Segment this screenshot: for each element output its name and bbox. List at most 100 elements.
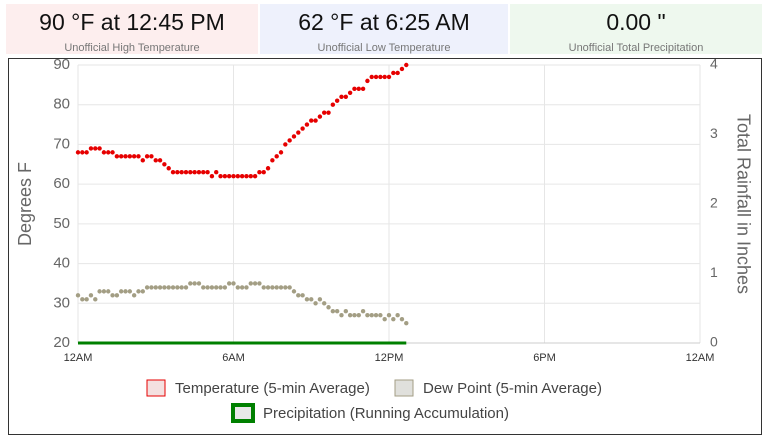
data-point xyxy=(261,170,266,175)
data-point xyxy=(166,285,171,290)
data-point xyxy=(334,98,340,103)
data-point xyxy=(239,174,245,179)
data-point xyxy=(270,285,275,290)
data-point xyxy=(296,130,301,135)
data-point xyxy=(157,285,163,290)
data-point xyxy=(88,146,94,151)
y-tick-label: 30 xyxy=(53,294,70,311)
data-point xyxy=(347,313,353,318)
data-point xyxy=(313,301,318,306)
x-tick-label: 6PM xyxy=(533,352,556,364)
x-tick-label: 6AM xyxy=(222,352,245,364)
data-point xyxy=(326,110,331,115)
data-point xyxy=(183,170,189,175)
data-point xyxy=(265,285,271,290)
y2-tick-label: 0 xyxy=(710,334,718,350)
data-point xyxy=(131,293,137,298)
data-point xyxy=(209,174,215,179)
data-point xyxy=(166,166,171,171)
data-point xyxy=(395,313,400,318)
data-point xyxy=(192,281,197,286)
data-point xyxy=(326,305,331,310)
stat-label: Unofficial Low Temperature xyxy=(317,42,451,54)
data-point xyxy=(201,170,206,175)
data-point xyxy=(365,313,370,318)
data-point xyxy=(140,158,145,163)
data-point xyxy=(278,285,284,290)
y2-tick-label: 3 xyxy=(710,125,718,141)
data-point xyxy=(322,110,327,115)
data-point xyxy=(244,285,249,290)
data-point xyxy=(209,285,215,290)
data-point xyxy=(317,297,323,302)
data-point xyxy=(369,313,374,318)
y-tick-label: 50 xyxy=(53,215,70,232)
data-point xyxy=(175,170,180,175)
data-point xyxy=(261,285,266,290)
y2-axis-title: Total Rainfall in Inches xyxy=(733,114,753,294)
data-point xyxy=(347,90,353,96)
data-point xyxy=(257,170,262,175)
data-point xyxy=(360,309,366,314)
y-tick-label: 90 xyxy=(53,56,70,73)
data-point xyxy=(179,285,184,290)
data-point xyxy=(101,150,107,155)
data-point xyxy=(93,297,98,302)
data-point xyxy=(239,285,245,290)
data-point xyxy=(110,293,115,298)
stat-value: 62 °F at 6:25 AM xyxy=(298,9,470,35)
data-point xyxy=(313,118,318,123)
data-point xyxy=(248,174,253,179)
data-point xyxy=(144,154,150,159)
data-point xyxy=(291,134,297,139)
data-point xyxy=(382,74,387,80)
data-point xyxy=(283,285,288,290)
y-tick-label: 20 xyxy=(53,334,70,351)
data-point xyxy=(88,293,94,298)
data-point xyxy=(80,297,85,302)
data-point xyxy=(214,170,219,175)
data-point xyxy=(291,289,297,294)
data-point xyxy=(214,285,219,290)
data-point xyxy=(205,285,210,290)
data-point xyxy=(369,74,374,80)
y-tick-label: 60 xyxy=(53,175,70,192)
legend-label: Precipitation (Running Accumulation) xyxy=(263,405,509,422)
data-point xyxy=(218,285,223,290)
data-point xyxy=(287,285,292,290)
stat-value: 90 °F at 12:45 PM xyxy=(39,9,225,35)
data-point xyxy=(395,70,400,76)
stat-label: Unofficial Total Precipitation xyxy=(568,42,704,54)
data-point xyxy=(317,114,323,119)
data-point xyxy=(84,297,89,302)
data-point xyxy=(106,289,111,294)
data-point xyxy=(123,289,128,294)
data-point xyxy=(127,154,133,159)
data-point xyxy=(205,170,210,175)
data-point xyxy=(188,281,193,286)
data-point xyxy=(339,313,344,318)
data-point xyxy=(131,154,137,159)
y2-tick-label: 1 xyxy=(710,264,718,280)
data-point xyxy=(231,281,236,286)
x-tick-label: 12AM xyxy=(686,352,715,364)
data-point xyxy=(153,285,158,290)
data-point xyxy=(391,316,396,322)
data-point xyxy=(382,316,387,322)
data-point xyxy=(386,74,392,80)
legend-label: Temperature (5-min Average) xyxy=(175,380,370,397)
data-point xyxy=(110,150,115,155)
data-point xyxy=(196,281,202,286)
data-point xyxy=(287,138,292,143)
data-point xyxy=(360,86,366,92)
data-point xyxy=(386,313,392,318)
data-point xyxy=(365,78,370,84)
data-point xyxy=(201,285,206,290)
data-point xyxy=(300,126,305,131)
data-point xyxy=(356,86,361,92)
data-point xyxy=(304,297,310,302)
data-point xyxy=(244,174,249,179)
data-point xyxy=(149,154,154,159)
